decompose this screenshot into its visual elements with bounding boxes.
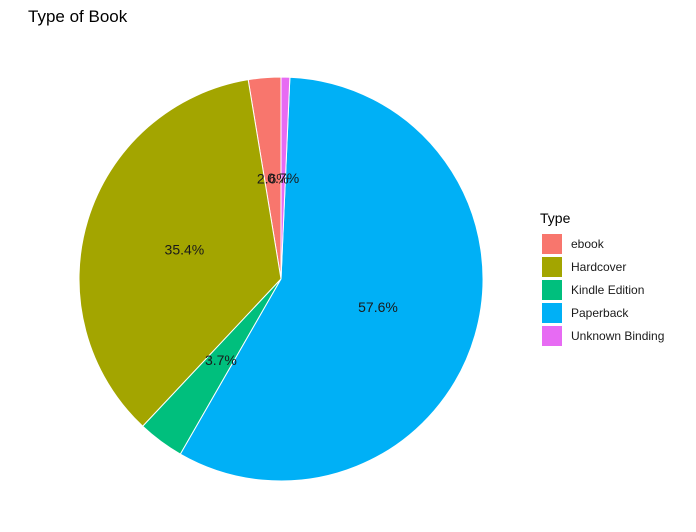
legend-label-unknown-binding: Unknown Binding — [571, 329, 664, 343]
pie-slice-labels: 2.6% 35.4% 3.7% 57.6% 0.7% — [165, 170, 398, 368]
legend-swatch-ebook — [542, 234, 562, 254]
legend-label-paperback: Paperback — [571, 306, 629, 320]
pie-slice-unknown-binding — [280, 76, 291, 280]
legend: Type ebook Hardcover Kindle Edition Paperba… — [540, 210, 664, 346]
legend-swatch-hardcover — [542, 257, 562, 277]
legend-label-hardcover: Hardcover — [571, 260, 626, 274]
pie-slice-hardcover — [78, 79, 282, 427]
legend-label-ebook: ebook — [571, 237, 605, 251]
slice-label-kindle-edition: 3.7% — [205, 352, 237, 368]
chart-title: Type of Book — [28, 7, 128, 26]
slice-label-hardcover: 35.4% — [165, 242, 205, 258]
legend-title: Type — [540, 210, 571, 226]
legend-swatch-kindle-edition — [542, 280, 562, 300]
legend-swatch-paperback — [542, 303, 562, 323]
slice-label-paperback: 57.6% — [358, 299, 398, 315]
legend-label-kindle-edition: Kindle Edition — [571, 283, 644, 297]
pie-slice-paperback — [179, 76, 484, 482]
legend-swatch-unknown-binding — [542, 326, 562, 346]
slice-label-ebook: 2.6% — [257, 170, 289, 186]
legend-items: ebook Hardcover Kindle Edition Paperback Unk… — [542, 234, 664, 346]
slice-label-unknown-binding: 0.7% — [267, 170, 299, 186]
pie-slices — [78, 76, 484, 482]
